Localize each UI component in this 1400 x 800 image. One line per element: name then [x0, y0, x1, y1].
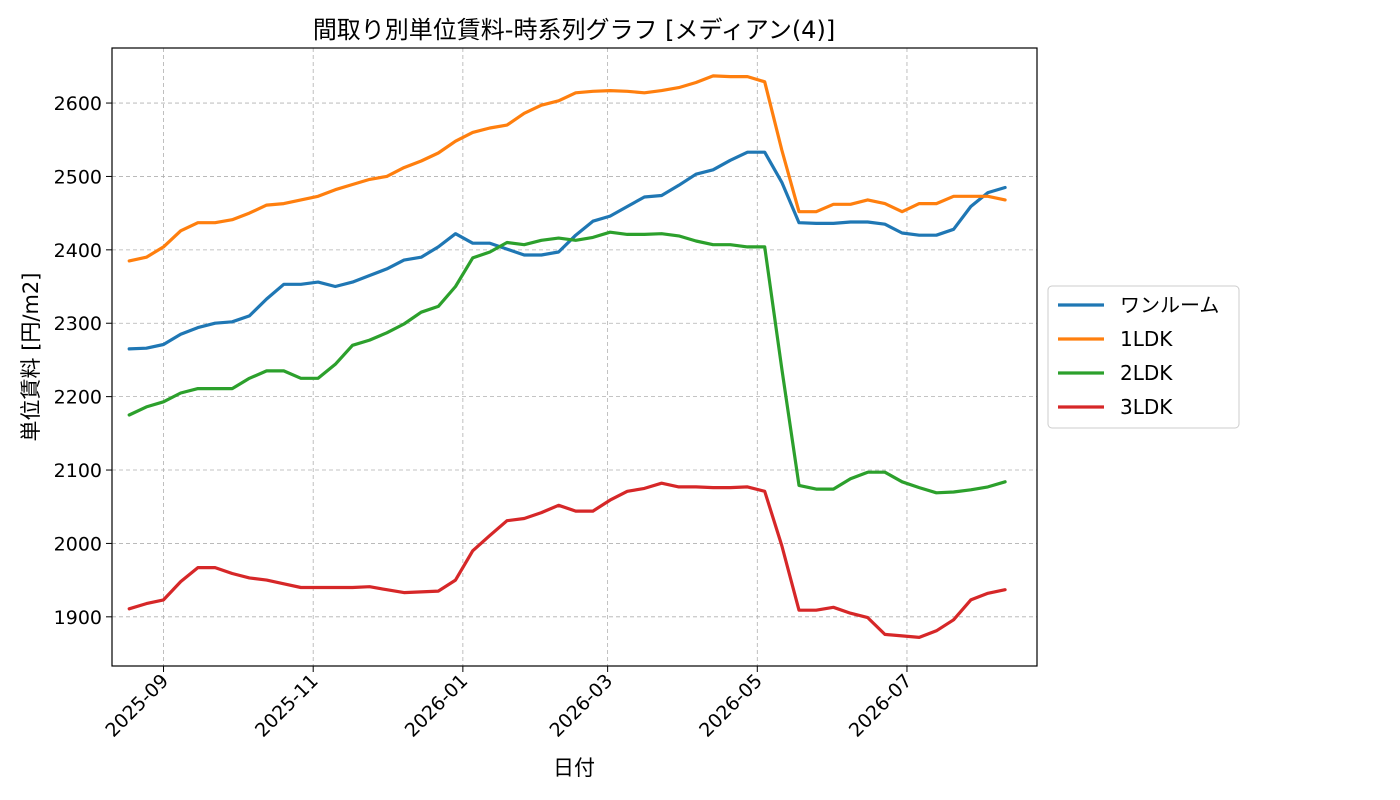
- legend: ワンルーム 1LDK 2LDK 3LDK: [1047, 285, 1240, 429]
- y-tick-label: 2300: [54, 313, 102, 335]
- plot-area: [111, 47, 1038, 667]
- y-tick-label: 1900: [54, 607, 102, 629]
- y-axis-label: 単位賃料 [円/m2]: [19, 273, 43, 442]
- y-tick-label: 2100: [54, 460, 102, 482]
- chart-title: 間取り別単位賃料-時系列グラフ [メディアン(4)]: [313, 16, 835, 44]
- legend-frame: [1047, 285, 1240, 429]
- legend-label-3: 2LDK: [1120, 361, 1173, 385]
- legend-label-2: 1LDK: [1120, 327, 1173, 351]
- y-axis: 1900 2000 2100 2200 2300 2400 2500 2600: [54, 93, 112, 629]
- series-line-3: [127, 230, 1007, 495]
- series-line-4: [127, 481, 1007, 640]
- y-tick-label: 2600: [54, 93, 102, 115]
- grid: [112, 48, 1037, 666]
- series-line-1: [127, 150, 1007, 351]
- legend-label-4: 3LDK: [1120, 395, 1173, 419]
- x-axis-label: 日付: [553, 756, 595, 780]
- series-line-2: [127, 74, 1007, 263]
- series-lines: [127, 74, 1007, 640]
- y-tick-label: 2500: [54, 166, 102, 188]
- y-tick-label: 2400: [54, 240, 102, 262]
- legend-label-1: ワンルーム: [1120, 293, 1219, 317]
- y-tick-label: 2000: [54, 533, 102, 555]
- y-tick-label: 2200: [54, 387, 102, 409]
